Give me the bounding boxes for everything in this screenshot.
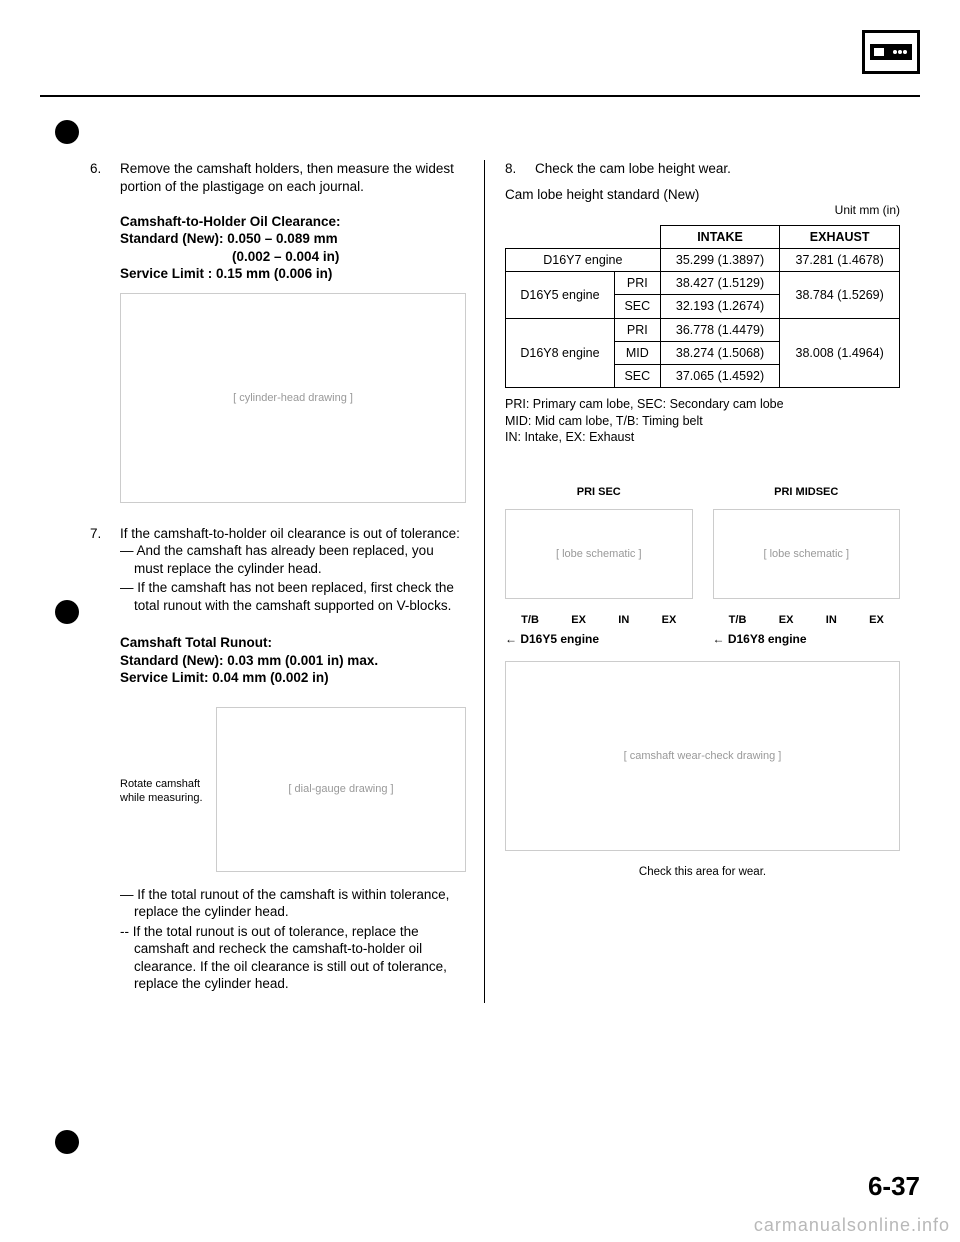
spec-title: Camshaft Total Runout: (120, 634, 466, 652)
lobe-label: T/B (729, 613, 747, 627)
lobe-label: EX (869, 613, 884, 627)
section-bullet (55, 600, 79, 624)
spec-line: Standard (New): 0.050 – 0.089 mm (120, 230, 466, 248)
step-text: If the camshaft-to-holder oil clearance … (120, 525, 466, 543)
section-bullet (55, 120, 79, 144)
table-cell: 32.193 (1.2674) (660, 295, 780, 318)
table-cell: PRI (614, 318, 660, 341)
spec-line: Standard (New): 0.03 mm (0.001 in) max. (120, 652, 466, 670)
spec-line: Service Limit: 0.04 mm (0.002 in) (120, 669, 466, 687)
figure-lobe-schematic: [ lobe schematic ] (713, 509, 901, 599)
table-cell: PRI (614, 272, 660, 295)
figure-lobe-schematic: [ lobe schematic ] (505, 509, 693, 599)
table-legend: MID: Mid cam lobe, T/B: Timing belt (505, 413, 900, 429)
lobe-label: EX (571, 613, 586, 627)
spec-line: Service Limit : 0.15 mm (0.006 in) (120, 265, 466, 283)
right-column: 8. Check the cam lobe height wear. Cam l… (505, 160, 900, 1003)
left-column: 6. Remove the camshaft holders, then mea… (90, 160, 485, 1003)
table-cell: 37.281 (1.4678) (780, 248, 900, 271)
step-number: 6. (90, 160, 106, 517)
lobe-label: EX (662, 613, 677, 627)
table-legend: PRI: Primary cam lobe, SEC: Secondary ca… (505, 396, 900, 412)
lobe-engine-label: ← D16Y5 engine (505, 632, 693, 648)
spec-subtitle: Cam lobe height standard (New) (505, 186, 900, 204)
lobe-label: IN (618, 613, 629, 627)
lobe-label: T/B (521, 613, 539, 627)
figure-runout-gauge: [ dial-gauge drawing ] (216, 707, 466, 872)
table-cell: 36.778 (1.4479) (660, 318, 780, 341)
table-cell: SEC (614, 295, 660, 318)
step-text: Check the cam lobe height wear. (535, 160, 900, 178)
lobe-engine-label: ← D16Y8 engine (713, 632, 901, 648)
lobe-label: EX (779, 613, 794, 627)
table-cell: 35.299 (1.3897) (660, 248, 780, 271)
watermark: carmanualsonline.info (754, 1215, 950, 1236)
spec-title: Camshaft-to-Holder Oil Clearance: (120, 213, 466, 231)
step-number: 7. (90, 525, 106, 995)
table-cell: 38.784 (1.5269) (780, 272, 900, 319)
table-header: EXHAUST (780, 225, 900, 248)
step-text: Remove the camshaft holders, then measur… (120, 160, 466, 195)
lobe-diagram-d16y5: PRI SEC [ lobe schematic ] T/B EX IN EX … (505, 485, 693, 647)
step-subitem: — And the camshaft has already been repl… (134, 542, 466, 577)
figure-camshaft-wear: [ camshaft wear-check drawing ] (505, 661, 900, 851)
unit-label: Unit mm (in) (505, 203, 900, 219)
table-cell: SEC (614, 365, 660, 388)
step-number: 8. (505, 160, 521, 178)
step-subitem: — If the total runout of the camshaft is… (134, 886, 466, 921)
lobe-diagram-d16y8: PRI MIDSEC [ lobe schematic ] T/B EX IN … (713, 485, 901, 647)
figure-caption: Check this area for wear. (505, 865, 900, 880)
table-header: INTAKE (660, 225, 780, 248)
header-rule (40, 95, 920, 97)
step-subitem: -- If the total runout is out of toleran… (134, 923, 466, 993)
table-cell: 38.274 (1.5068) (660, 341, 780, 364)
table-cell: D16Y7 engine (506, 248, 661, 271)
lobe-label: IN (826, 613, 837, 627)
table-cell: 37.065 (1.4592) (660, 365, 780, 388)
table-cell: D16Y5 engine (506, 272, 615, 319)
table-legend: IN: Intake, EX: Exhaust (505, 429, 900, 445)
figure-cylinder-head: [ cylinder-head drawing ] (120, 293, 466, 503)
figure-caption: Rotate camshaft while measuring. (120, 777, 210, 806)
lobe-label: PRI SEC (505, 485, 693, 499)
cam-lobe-table: INTAKE EXHAUST D16Y7 engine 35.299 (1.38… (505, 225, 900, 389)
lobe-label: PRI MIDSEC (713, 485, 901, 499)
table-cell: 38.427 (1.5129) (660, 272, 780, 295)
step-subitem: — If the camshaft has not been replaced,… (134, 579, 466, 614)
section-bullet (55, 1130, 79, 1154)
page-number: 6-37 (868, 1171, 920, 1202)
table-cell: MID (614, 341, 660, 364)
table-cell: D16Y8 engine (506, 318, 615, 388)
spec-line: (0.002 – 0.004 in) (120, 248, 466, 266)
manual-logo-icon (862, 30, 920, 74)
table-cell: 38.008 (1.4964) (780, 318, 900, 388)
